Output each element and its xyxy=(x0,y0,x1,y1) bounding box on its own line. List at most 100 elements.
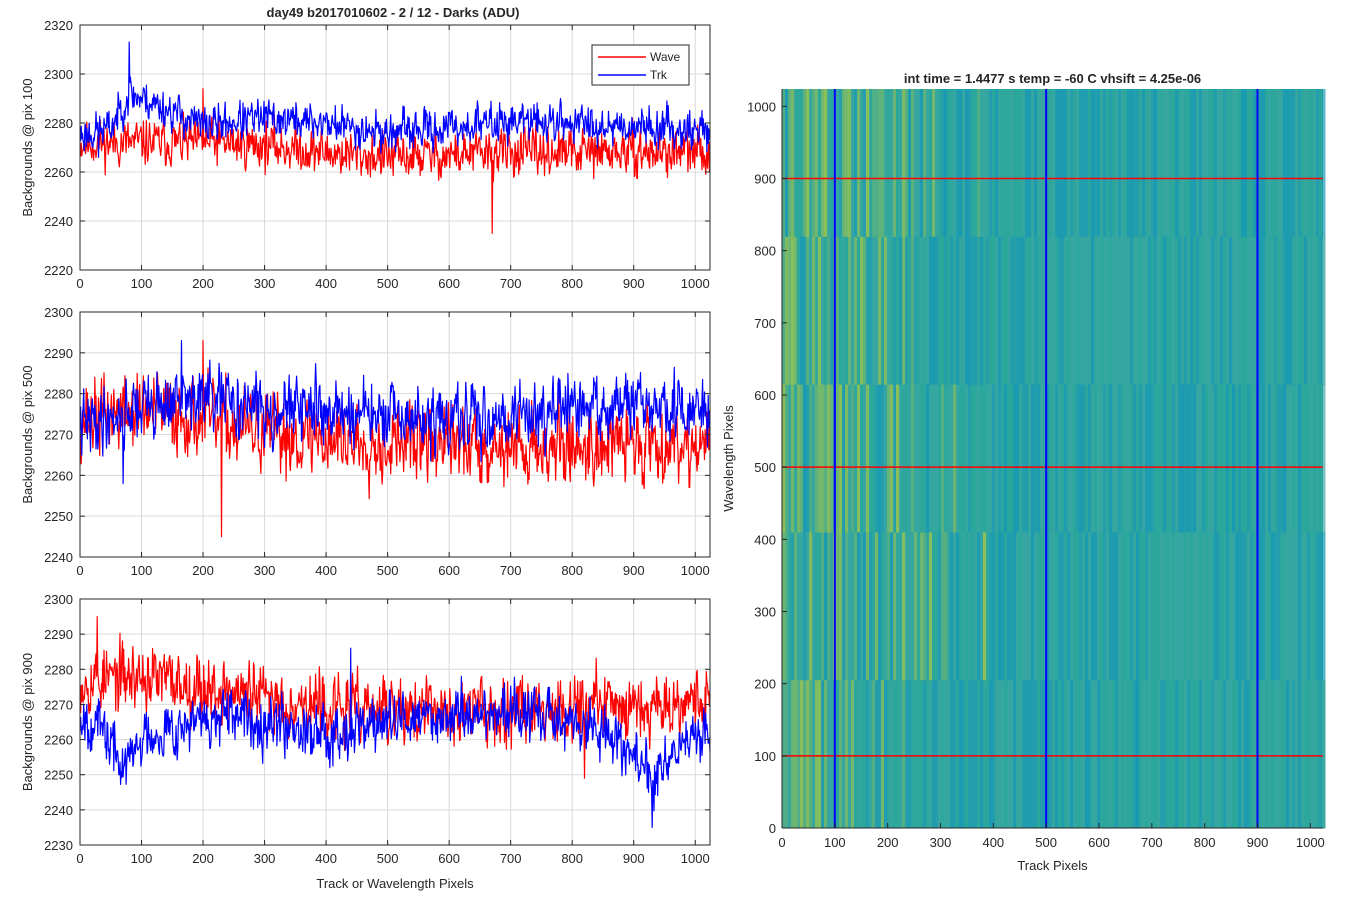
heatmap-cell xyxy=(1190,384,1194,533)
heatmap-cell xyxy=(851,680,855,829)
heatmap-cell xyxy=(1007,89,1011,238)
heatmap-cell xyxy=(863,532,867,681)
heatmap-cell xyxy=(986,532,990,681)
heatmap-cell xyxy=(1121,89,1125,238)
heatmap-cell xyxy=(935,236,939,386)
heatmap-cell xyxy=(1226,680,1230,829)
heatmap-image xyxy=(782,89,1326,829)
heatmap-cell xyxy=(998,680,1002,829)
heatmap-cell xyxy=(1187,680,1191,829)
heatmap-cell xyxy=(902,89,906,238)
x-tick-label: 100 xyxy=(131,563,153,578)
heatmap-cell xyxy=(1019,532,1023,681)
heatmap-cell xyxy=(1067,89,1071,238)
heatmap-cell xyxy=(1049,384,1053,533)
heatmap-cell xyxy=(1253,89,1257,238)
heatmap-cell xyxy=(1127,89,1131,238)
heatmap-cell xyxy=(821,384,825,533)
heatmap-cell xyxy=(1322,384,1326,533)
heatmap-cell xyxy=(875,236,879,386)
heatmap-cell xyxy=(1235,680,1239,829)
heatmap-cell xyxy=(887,89,891,238)
heatmap-cell xyxy=(911,680,915,829)
y-tick-label: 2280 xyxy=(44,662,73,677)
heatmap-cell xyxy=(1136,384,1140,533)
heatmap-cell xyxy=(995,89,999,238)
y-tick-label: 0 xyxy=(769,821,776,836)
heatmap-cell xyxy=(1058,89,1062,238)
heatmap-cell xyxy=(815,532,819,681)
heatmap-cell xyxy=(1190,89,1194,238)
heatmap-cell xyxy=(1052,89,1056,238)
heatmap-cell xyxy=(1040,236,1044,386)
heatmap-cell xyxy=(1079,236,1083,386)
heatmap-cell xyxy=(995,236,999,386)
heatmap-cell xyxy=(1127,680,1131,829)
x-tick-label: 700 xyxy=(500,276,522,291)
heatmap-cell xyxy=(1286,680,1290,829)
heatmap-cell xyxy=(986,384,990,533)
heatmap-cell xyxy=(1226,532,1230,681)
heatmap-cell xyxy=(797,384,801,533)
heatmap-cell xyxy=(1061,384,1065,533)
heatmap-cell xyxy=(827,236,831,386)
heatmap-cell xyxy=(1226,89,1230,238)
heatmap-cell xyxy=(1193,89,1197,238)
heatmap-cell xyxy=(1049,236,1053,386)
heatmap-cell xyxy=(812,236,816,386)
heatmap-cell xyxy=(1265,384,1269,533)
heatmap-cell xyxy=(950,89,954,238)
heatmap-cell xyxy=(1274,236,1278,386)
heatmap-cell xyxy=(1010,680,1014,829)
heatmap-cell xyxy=(1142,384,1146,533)
heatmap-cell xyxy=(1193,680,1197,829)
heatmap-cell xyxy=(1301,532,1305,681)
heatmap-cell xyxy=(1073,532,1077,681)
heatmap-cell xyxy=(959,89,963,238)
heatmap-cell xyxy=(935,384,939,533)
heatmap-cell xyxy=(1016,532,1020,681)
heatmap-cell xyxy=(947,236,951,386)
heatmap-cell xyxy=(1229,532,1233,681)
heatmap-cell xyxy=(803,532,807,681)
heatmap-cell xyxy=(923,384,927,533)
heatmap-cell xyxy=(872,236,876,386)
y-tick-label: 2280 xyxy=(44,387,73,402)
heatmap-cell xyxy=(827,384,831,533)
heatmap-cell xyxy=(968,89,972,238)
heatmap-cell xyxy=(908,680,912,829)
heatmap-cell xyxy=(1121,532,1125,681)
heatmap-cell xyxy=(1316,384,1320,533)
heatmap-cell xyxy=(788,680,792,829)
heatmap-cell xyxy=(1166,680,1170,829)
heatmap-cell xyxy=(1169,532,1173,681)
heatmap-cell xyxy=(854,89,858,238)
heatmap-cell xyxy=(1232,89,1236,238)
heatmap-cell xyxy=(1208,236,1212,386)
heatmap-cell xyxy=(1106,89,1110,238)
heatmap-cell xyxy=(1313,236,1317,386)
heatmap-cell xyxy=(1286,532,1290,681)
heatmap-cell xyxy=(1208,532,1212,681)
heatmap-cell xyxy=(1286,236,1290,386)
heatmap-cell xyxy=(1313,532,1317,681)
heatmap-cell xyxy=(1097,89,1101,238)
heatmap-cell xyxy=(1043,384,1047,533)
heatmap-cell xyxy=(1298,532,1302,681)
heatmap-cell xyxy=(953,384,957,533)
heatmap-cell xyxy=(953,89,957,238)
heatmap-cell xyxy=(800,532,804,681)
heatmap-cell xyxy=(1118,680,1122,829)
heatmap-cell xyxy=(797,680,801,829)
heatmap-cell xyxy=(1148,384,1152,533)
heatmap-cell xyxy=(1013,384,1017,533)
heatmap-cell xyxy=(1310,236,1314,386)
heatmap-cell xyxy=(1031,384,1035,533)
heatmap-cell xyxy=(1145,236,1149,386)
heatmap-cell xyxy=(923,236,927,386)
heatmap-cell xyxy=(1058,236,1062,386)
heatmap-cell xyxy=(815,680,819,829)
heatmap-cell xyxy=(1238,236,1242,386)
heatmap-cell xyxy=(1313,680,1317,829)
heatmap-cell xyxy=(1322,89,1326,238)
